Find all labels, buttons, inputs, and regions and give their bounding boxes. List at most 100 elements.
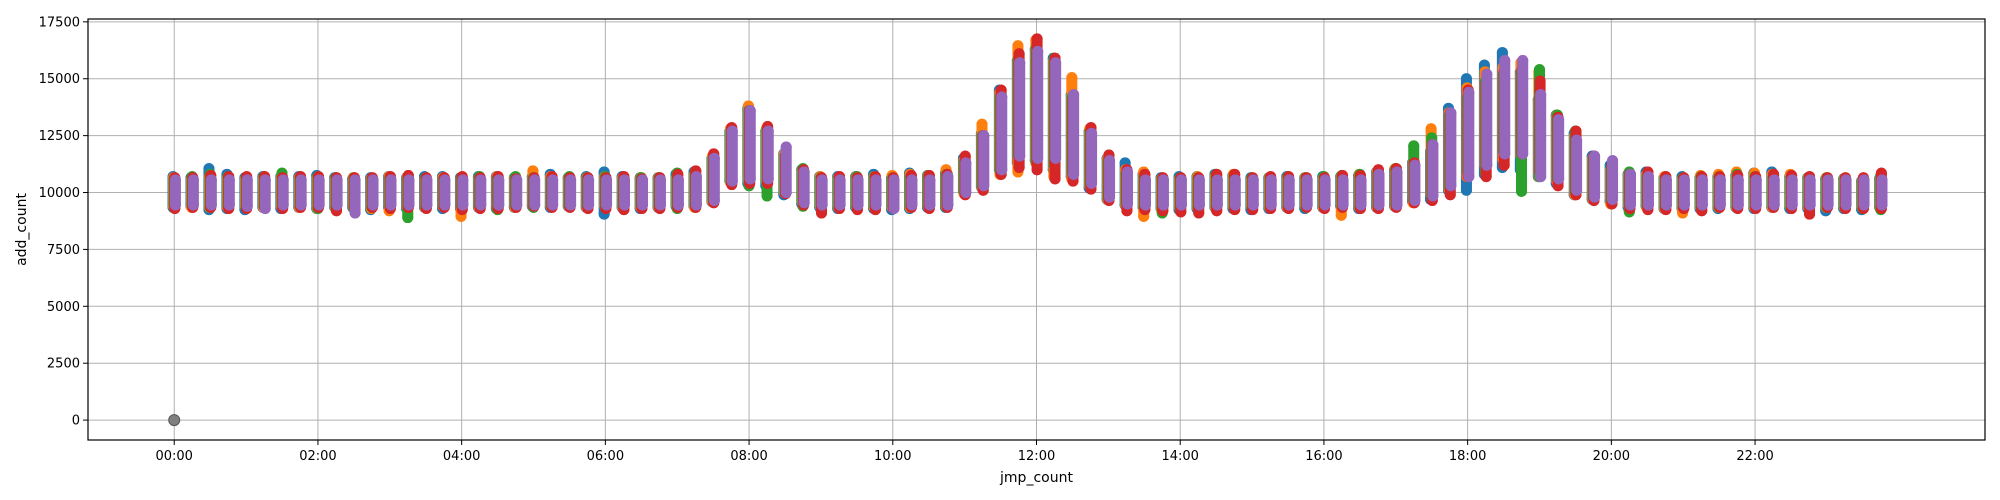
data-point-low [1229,199,1241,211]
data-point-high [1463,86,1475,98]
data-point-low [1050,152,1062,164]
y-tick-label: 15000 [39,72,80,87]
data-point-high [1517,55,1529,67]
point-cluster [1373,168,1385,211]
point-cluster [1068,89,1080,180]
point-cluster [708,152,720,206]
data-point-high [1409,159,1421,171]
point-cluster [1032,45,1044,164]
data-point-low [1480,171,1492,183]
data-point-high [1535,89,1547,101]
data-point-high [1408,140,1420,152]
x-tick-label: 18:00 [1449,449,1486,464]
point-cluster [1427,139,1439,202]
x-axis: 00:00 02:00 04:00 06:00 08:00 10:00 12:00 14:00… [155,440,1774,464]
data-point-high [493,174,505,186]
data-point-low [331,199,343,211]
data-point-low [259,202,271,214]
y-axis-label: add_count [14,193,30,266]
data-point-high [1122,166,1134,178]
data-point-low [547,199,559,211]
data-point-low [744,173,756,185]
data-point-low [1068,168,1080,180]
data-point-low [1696,199,1708,211]
data-point-low [169,199,181,211]
data-point-high [475,174,487,186]
data-point-high [1157,174,1169,186]
data-points [167,33,1888,427]
y-tick-label: 10000 [39,186,80,201]
point-cluster [1517,55,1529,160]
data-point-low [1499,148,1511,160]
data-point-high [816,174,828,186]
data-point-high [672,174,684,186]
point-cluster [996,91,1008,176]
point-cluster [1391,166,1403,211]
data-point-low [385,199,397,211]
data-point-low [1301,199,1313,211]
point-cluster [798,166,810,209]
data-point-high [1876,174,1888,186]
data-point-low [493,199,505,211]
data-point-high [277,174,289,186]
data-point-low [942,199,954,211]
data-point-low [1517,148,1529,160]
data-point-high [1696,174,1708,186]
data-point-high [1660,174,1672,186]
data-point-low [1822,199,1834,211]
data-point-low [870,199,882,211]
data-point-high [976,118,988,130]
data-point-high [942,171,954,183]
data-point-high [1355,174,1367,186]
data-point-low [1031,164,1043,176]
data-point-high [852,174,864,186]
data-point-low [1247,199,1259,211]
data-point-low [1391,199,1403,211]
data-point-low [1460,184,1472,196]
data-point-low [1122,198,1134,210]
data-point-high [1625,168,1637,180]
data-point-low [1427,190,1439,202]
x-tick-label: 10:00 [874,449,911,464]
data-point-low [978,180,990,192]
point-cluster [762,125,774,185]
data-point-low [726,175,738,187]
data-point-high [421,174,433,186]
data-point-high [1427,139,1439,151]
data-point-low [1337,199,1349,211]
data-point-high [1211,174,1223,186]
point-cluster [1625,168,1637,211]
x-tick-label: 12:00 [1018,449,1055,464]
data-point-low [565,199,577,211]
data-point-high [385,174,397,186]
point-cluster [1086,127,1098,189]
data-point-high [1086,127,1098,139]
data-point-low [601,199,613,211]
point-cluster [1535,89,1547,183]
data-point-high [726,125,738,137]
x-tick-label: 22:00 [1736,449,1773,464]
point-cluster [1104,155,1116,203]
data-point-high [169,174,181,186]
data-point-high [619,174,631,186]
data-point-low [1444,189,1456,201]
data-point-low [1589,191,1601,203]
data-point-high [654,174,666,186]
data-point-high [906,174,918,186]
point-cluster [1589,150,1601,203]
data-point-low [1211,199,1223,211]
data-point-high [367,174,379,186]
data-point-high [762,125,774,137]
point-cluster [1463,86,1475,183]
data-point-low [816,199,828,211]
y-tick-label: 0 [72,414,80,429]
data-point-high [1533,64,1545,76]
point-cluster [744,105,756,185]
data-point-low [223,199,235,211]
data-point-low [1516,185,1528,197]
data-point-low [1804,199,1816,211]
x-tick-label: 02:00 [299,449,336,464]
data-point-high [1175,174,1187,186]
data-point-low [1750,199,1762,211]
data-point-high [1714,174,1726,186]
